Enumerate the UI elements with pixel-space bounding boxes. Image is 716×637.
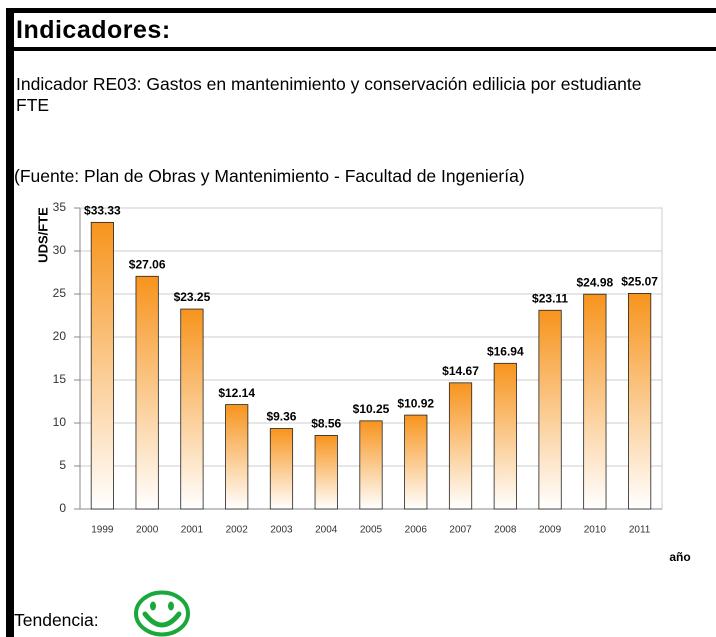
data-label: $16.94	[487, 344, 524, 358]
data-label: $14.67	[442, 364, 479, 378]
y-tick-label: 30	[53, 243, 67, 257]
y-tick-label: 5	[59, 458, 66, 472]
bar	[225, 404, 249, 510]
left-border	[6, 8, 14, 637]
x-tick-label: 2006	[405, 525, 428, 536]
y-tick-label: 35	[53, 200, 67, 214]
bar	[359, 420, 383, 510]
bar	[90, 221, 114, 510]
y-tick-label: 10	[53, 415, 67, 429]
smiley-icon	[134, 590, 190, 637]
x-tick-label: 2001	[181, 525, 204, 536]
bar	[404, 414, 428, 510]
x-tick-label: 2002	[226, 525, 249, 536]
data-label: $10.92	[397, 396, 434, 410]
bar	[493, 362, 517, 510]
data-label: $8.56	[311, 417, 341, 431]
x-tick-label: 2004	[315, 525, 338, 536]
x-tick-label: 2010	[584, 525, 607, 536]
chart: UDS/FTE año 0 5 10 15 20 25 30 35 1999 $33.33 2000…	[35, 200, 690, 564]
source-text: (Fuente: Plan de Obras y Mantenimiento -…	[14, 166, 525, 186]
bar	[538, 309, 562, 510]
x-tick-label: 2009	[539, 525, 562, 536]
indicator-text: Indicador RE03: Gastos en mantenimiento …	[16, 74, 642, 115]
x-tick-label: 2008	[494, 525, 517, 536]
trend-label: Tendencia:	[14, 610, 99, 630]
data-label: $9.36	[266, 410, 296, 424]
header-rule	[14, 47, 716, 51]
y-tick-label: 20	[53, 329, 67, 343]
x-tick-label: 2011	[629, 525, 651, 536]
header-title: Indicadores:	[16, 16, 171, 44]
data-label: $25.07	[621, 275, 658, 289]
bar	[448, 382, 473, 510]
data-label: $12.14	[218, 386, 255, 400]
top-border	[6, 8, 716, 13]
x-tick-label: 2007	[449, 525, 472, 536]
x-tick-label: 1999	[91, 525, 114, 536]
data-label: $23.25	[174, 290, 211, 304]
y-tick-label: 25	[53, 286, 67, 300]
y-axis-label: UDS/FTE	[35, 207, 50, 263]
y-tick-label: 0	[59, 501, 66, 515]
data-label: $33.33	[84, 204, 121, 218]
bar	[269, 428, 294, 510]
y-tick-label: 15	[53, 372, 67, 386]
data-label: $24.98	[576, 275, 613, 289]
x-tick-label: 2003	[270, 525, 293, 536]
bar	[314, 434, 338, 510]
data-label: $10.25	[353, 402, 390, 416]
bar	[628, 292, 652, 510]
bar	[180, 308, 204, 510]
x-axis-label: año	[669, 550, 690, 564]
x-tick-label: 2005	[360, 525, 383, 536]
data-label: $27.06	[129, 257, 166, 271]
x-tick-label: 2000	[136, 525, 159, 536]
data-label: $23.11	[532, 291, 568, 305]
bar	[135, 275, 159, 510]
bar	[583, 293, 607, 510]
